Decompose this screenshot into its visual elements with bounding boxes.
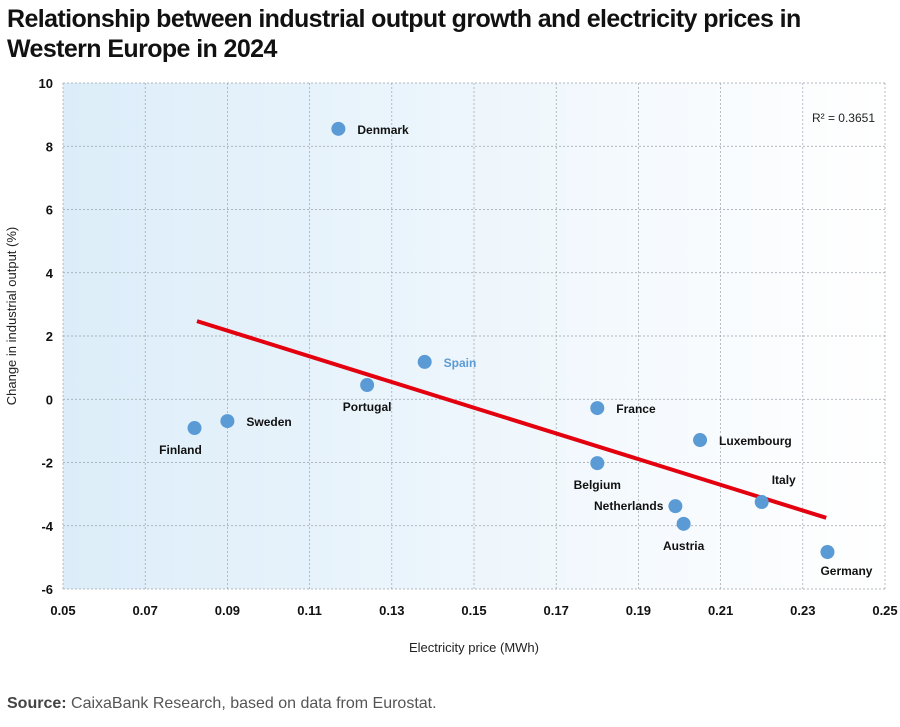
point-label: Belgium (574, 478, 621, 492)
y-tick-label: -6 (41, 582, 53, 597)
source-text: CaixaBank Research, based on data from E… (66, 695, 437, 712)
point-label: Germany (820, 564, 872, 578)
point-label: Sweden (246, 415, 291, 429)
data-point (676, 516, 691, 531)
data-point (820, 544, 835, 559)
x-tick-label: 0.17 (544, 603, 569, 618)
point-label: Portugal (343, 400, 392, 414)
point-label: Netherlands (594, 499, 664, 513)
y-tick-label: 4 (46, 266, 54, 281)
scatter-chart: 0.05 0.07 0.09 0.11 0.13 0.15 0.17 0.19 0.21 0.23… (4, 76, 898, 655)
data-point (360, 378, 375, 393)
y-tick-label: -2 (41, 456, 53, 471)
point-label: Finland (159, 443, 202, 457)
y-tick-label: -4 (41, 519, 53, 534)
data-point (693, 433, 708, 448)
data-point (590, 401, 605, 416)
y-tick-label: 0 (46, 392, 53, 407)
data-point (754, 495, 769, 510)
y-tick-label: 6 (46, 203, 53, 218)
x-tick-label: 0.11 (297, 603, 322, 618)
data-point (590, 456, 605, 471)
data-point (668, 499, 683, 514)
y-tick-label: 8 (46, 139, 53, 154)
trendline (196, 319, 827, 520)
source-note: Source: CaixaBank Research, based on dat… (7, 695, 437, 713)
r-squared-annotation: R² = 0.3651 (812, 111, 875, 125)
point-label: France (616, 402, 656, 416)
x-tick-label: 0.15 (461, 603, 486, 618)
x-tick-label: 0.13 (379, 603, 404, 618)
point-label: Luxembourg (719, 434, 792, 448)
x-tick-label: 0.25 (872, 603, 897, 618)
x-tick-label: 0.21 (708, 603, 733, 618)
x-tick-label: 0.19 (626, 603, 651, 618)
point-label: Italy (772, 473, 796, 487)
data-point (187, 421, 202, 436)
y-tick-label: 10 (39, 76, 53, 91)
data-point (220, 414, 235, 429)
source-label: Source: (7, 695, 67, 712)
data-point (331, 121, 346, 136)
chart-title: Relationship between industrial output g… (7, 5, 801, 63)
x-tick-label: 0.09 (215, 603, 240, 618)
x-axis-label: Electricity price (MWh) (409, 640, 539, 655)
point-label: Spain (444, 356, 477, 370)
data-point (417, 354, 432, 369)
point-label: Denmark (357, 123, 409, 137)
point-label: Austria (663, 539, 705, 553)
x-tick-label: 0.07 (133, 603, 158, 618)
x-tick-label: 0.23 (790, 603, 815, 618)
y-axis-label: Change in industrial output (%) (4, 227, 19, 406)
y-tick-label: 2 (46, 329, 53, 344)
x-tick-label: 0.05 (50, 603, 75, 618)
